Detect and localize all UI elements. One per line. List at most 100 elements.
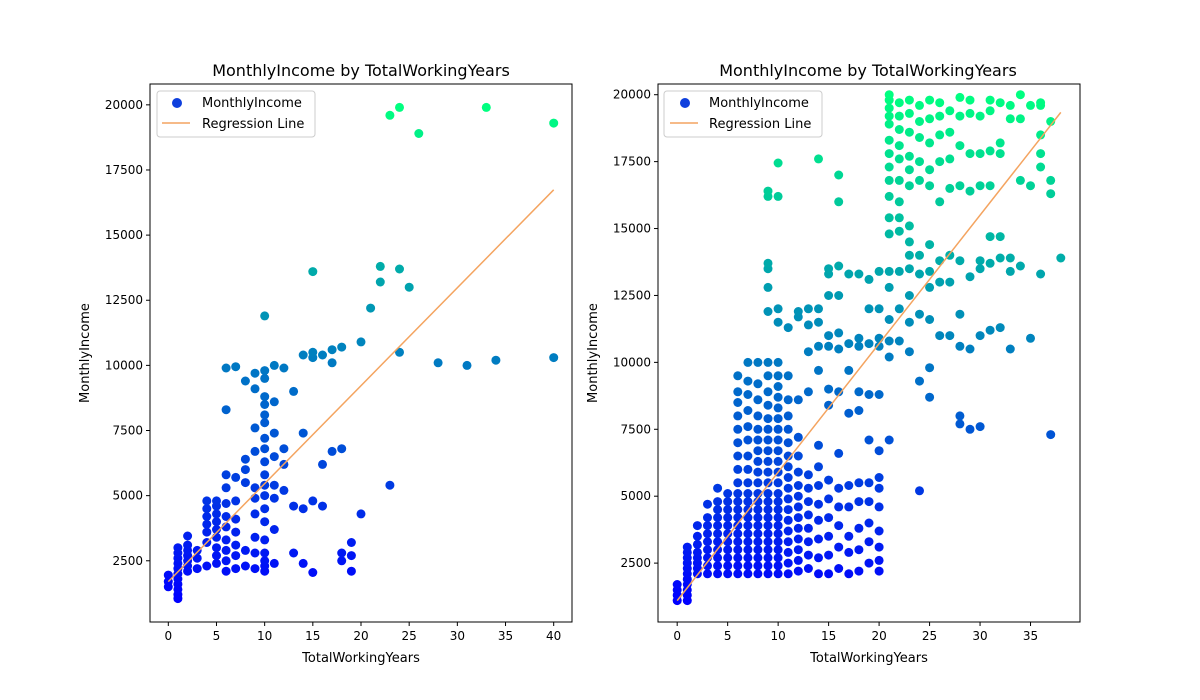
chart-right-point-78	[743, 537, 753, 547]
chart-left-x-axis-label: TotalWorkingYears	[301, 651, 420, 666]
chart-right-point-116	[763, 561, 773, 571]
chart-left-legend-label-monthlyincome: MonthlyIncome	[202, 96, 302, 111]
chart-left-point-107	[289, 548, 299, 558]
chart-right-point-273	[864, 558, 874, 568]
chart-right-y-tick-label-12500: 12500	[613, 288, 651, 302]
chart-right-point-297	[884, 352, 894, 362]
chart-right-y-tick-label-2500: 2500	[620, 556, 651, 570]
chart-right-point-389	[965, 108, 975, 118]
chart-right-point-67	[733, 451, 743, 461]
chart-left-point-79	[260, 535, 270, 545]
chart-right-point-341	[915, 309, 924, 319]
chart-right-point-263	[854, 566, 864, 576]
chart-left-point-49	[221, 405, 231, 415]
chart-right-point-174	[783, 526, 793, 536]
chart-right-point-58	[733, 537, 743, 547]
chart-right-point-72	[733, 387, 743, 397]
chart-right-point-14	[682, 542, 692, 552]
chart-left-x-tick-label-0: 0	[164, 629, 172, 643]
chart-right-point-211	[803, 387, 813, 397]
chart-right-point-347	[915, 117, 924, 126]
chart-right-point-227	[814, 154, 823, 164]
chart-right-point-393	[975, 264, 985, 274]
chart-right-point-343	[915, 250, 924, 260]
chart-right-point-316	[894, 266, 904, 276]
chart-right-point-63	[733, 497, 743, 507]
chart-left-point-83	[260, 480, 270, 490]
chart-right-point-50	[723, 513, 733, 523]
chart-left-point-120	[318, 459, 327, 469]
chart-left-point-82	[260, 491, 270, 501]
chart-right-point-404	[985, 95, 995, 105]
chart-right-point-311	[884, 103, 894, 113]
chart-right-point-160	[773, 414, 783, 424]
chart-right-x-axis-label: TotalWorkingYears	[809, 651, 928, 666]
chart-left-point-43	[221, 535, 231, 545]
chart-right-point-129	[763, 446, 773, 456]
chart-right-point-152	[773, 497, 783, 507]
chart-right-y-tick-label-17500: 17500	[613, 155, 651, 169]
chart-right-point-349	[925, 392, 935, 402]
chart-right-point-363	[935, 197, 945, 207]
chart-right-point-286	[874, 526, 884, 536]
chart-left-point-131	[346, 538, 356, 547]
chart-left-point-95	[269, 558, 279, 568]
chart-right-point-306	[884, 162, 894, 172]
chart-right-point-230	[824, 531, 834, 541]
chart-right-point-248	[834, 344, 844, 354]
chart-right-point-400	[985, 232, 995, 242]
chart-left-point-135	[375, 277, 385, 287]
chart-left-point-70	[250, 483, 260, 493]
chart-right-point-390	[965, 95, 975, 105]
chart-left-point-108	[289, 501, 299, 511]
chart-left-point-117	[308, 347, 318, 357]
chart-right-point-398	[985, 325, 995, 335]
chart-right-x-tick-label-35: 35	[1023, 629, 1038, 643]
chart-right-point-93	[743, 357, 753, 367]
chart-right-point-53	[723, 489, 733, 498]
chart-left-point-33	[212, 543, 221, 553]
chart-left-point-66	[250, 548, 260, 558]
chart-right-point-223	[814, 365, 823, 375]
chart-left-point-30	[202, 496, 212, 506]
chart-right-point-276	[864, 497, 874, 507]
chart-left-point-93	[260, 366, 270, 376]
chart-right-y-ticks: 2500 5000 7500 10000 12500 15000 17500 20000	[613, 88, 658, 570]
chart-left-point-147	[491, 355, 501, 365]
chart-right-point-215	[814, 569, 823, 579]
chart-right-point-166	[773, 317, 783, 327]
chart-left-point-40	[221, 566, 231, 576]
chart-right-point-28	[703, 529, 712, 539]
chart-left-point-0	[163, 570, 173, 580]
chart-right-point-161	[773, 403, 783, 413]
chart-right-point-333	[904, 181, 914, 191]
chart-left-point-64	[240, 376, 250, 386]
chart-right-point-169	[773, 158, 783, 168]
chart-left-point-134	[366, 303, 376, 313]
chart-right-point-154	[773, 478, 783, 488]
chart-left-x-tick-label-5: 5	[213, 629, 221, 643]
chart-left-point-39	[212, 496, 221, 506]
chart-left-y-tick-label-5000: 5000	[112, 489, 143, 503]
chart-right-point-89	[743, 422, 753, 432]
chart-left-point-90	[260, 400, 270, 409]
chart-right-point-176	[783, 505, 793, 515]
chart-right-point-222	[814, 440, 823, 450]
chart-left: MonthlyIncome by TotalWorkingYears 0 5 10 1…	[78, 61, 573, 666]
chart-left-point-86	[260, 444, 270, 454]
chart-left-point-109	[289, 386, 299, 396]
chart-right-point-317	[894, 226, 904, 236]
chart-right-point-163	[773, 382, 783, 391]
chart-right-point-66	[733, 464, 743, 474]
chart-right-point-262	[844, 269, 854, 279]
chart-right-point-421	[1026, 181, 1035, 191]
chart-right-point-167	[773, 304, 783, 314]
chart-right-point-429	[1046, 430, 1056, 440]
chart-right-point-147	[773, 537, 783, 547]
chart-left-point-142	[404, 282, 414, 292]
chart-left-point-21	[192, 564, 202, 574]
chart-left-y-axis-label: MonthlyIncome	[78, 303, 93, 403]
chart-right-point-90	[743, 406, 753, 415]
chart-right-point-235	[824, 384, 834, 394]
chart-right-point-213	[803, 320, 813, 330]
